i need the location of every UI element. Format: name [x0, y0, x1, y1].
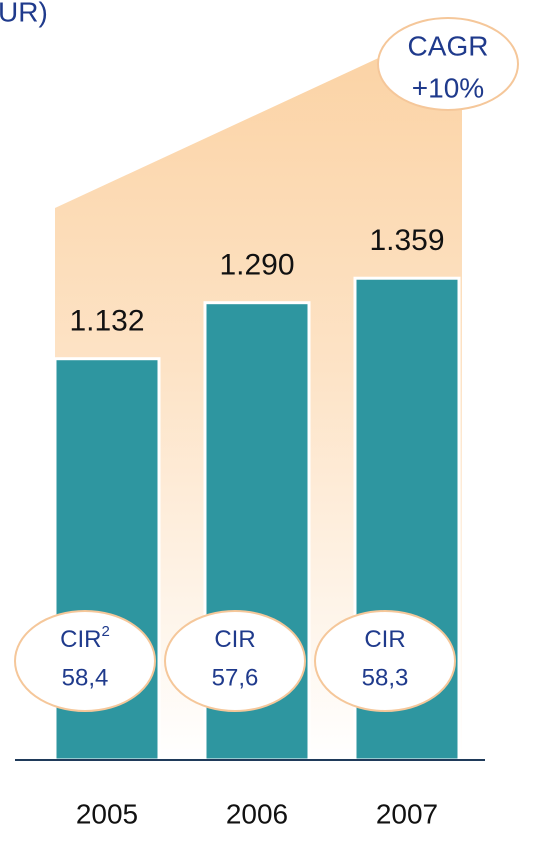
cir-bubble	[164, 610, 306, 712]
cir-label: CIR	[214, 626, 255, 653]
cagr-value: +10%	[412, 72, 484, 103]
value-label: 1.132	[69, 305, 144, 338]
value-label: 1.359	[369, 224, 444, 257]
x-tick-label: 2006	[226, 798, 288, 829]
x-tick-label: 2005	[76, 798, 138, 829]
x-tick-label: 2007	[376, 798, 438, 829]
cir-bubble	[314, 610, 456, 712]
cir-value: 58,4	[62, 664, 109, 691]
cir-footnote: 2	[102, 623, 110, 640]
cir-label: CIR2	[60, 623, 110, 653]
cir-value: 58,3	[362, 664, 409, 691]
cir-label-text: CIR	[60, 626, 101, 653]
cir-label-text: CIR	[214, 626, 255, 653]
cagr-label: CAGR	[408, 30, 489, 61]
cir-value: 57,6	[212, 664, 259, 691]
cagr-bubble	[377, 17, 519, 111]
cir-label-text: CIR	[364, 626, 405, 653]
cir-bubble	[14, 610, 156, 712]
cir-label: CIR	[364, 626, 405, 653]
value-label: 1.290	[219, 249, 294, 282]
chart-title: UR)	[0, 0, 48, 27]
